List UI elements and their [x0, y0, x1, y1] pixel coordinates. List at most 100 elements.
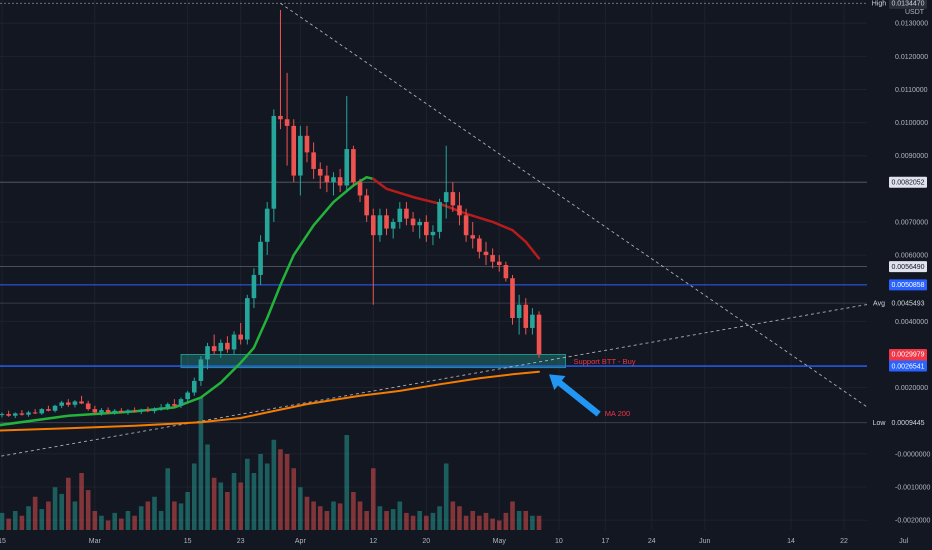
candle-body: [158, 407, 164, 409]
candle-body: [530, 314, 535, 328]
volume-bar: [317, 506, 323, 530]
candle-body: [344, 149, 350, 186]
volume-bar: [450, 501, 456, 530]
time-tick-label: 15: [184, 538, 192, 545]
annotations: MA 200: [548, 374, 630, 418]
time-tick-label: 14: [787, 538, 795, 545]
tag-badge: [870, 297, 889, 309]
volume-bar: [291, 468, 297, 530]
tag-badge-text: Avg: [873, 300, 885, 307]
candle-body: [165, 404, 171, 408]
time-tick-label: Jul: [899, 538, 908, 545]
price-badge-text: 0.0009445: [891, 420, 924, 427]
volume-bar: [430, 512, 436, 530]
candle-body: [198, 359, 204, 381]
volume-bar: [284, 454, 290, 530]
volume-bar: [370, 468, 376, 530]
volume-bar: [79, 473, 84, 530]
candle-body: [112, 410, 118, 413]
price-badge: [889, 176, 927, 188]
volume-bars: [0, 397, 542, 530]
volume-bar: [351, 492, 356, 530]
volume-bar: [198, 397, 204, 530]
candle-body: [397, 208, 403, 222]
volume-bar: [337, 503, 343, 530]
support-zone: Support BTT - Buy: [0, 354, 867, 369]
candle-body: [99, 410, 104, 413]
volume-bar: [46, 501, 51, 530]
price-badges: 0.0134470 High 0.0082052 0.0056490 0.0050858…: [870, 0, 927, 429]
time-tick-label: Apr: [295, 538, 307, 545]
volume-bar: [251, 473, 257, 530]
price-axis[interactable]: 0.0130000 0.0120000 0.0110000 0.0100000 0.00…: [895, 9, 931, 525]
candle-body: [46, 409, 51, 411]
candle-body: [410, 218, 416, 226]
candle-body: [457, 205, 462, 216]
volume-bar: [218, 482, 224, 530]
candle-body: [377, 215, 383, 236]
volume-bar: [158, 511, 164, 530]
tag-badge: [870, 0, 889, 9]
candle-body: [304, 135, 310, 153]
volume-bar: [85, 490, 91, 530]
candle-body: [185, 392, 190, 400]
price-badge-text: 0.0134470: [891, 1, 924, 8]
candle-body: [225, 342, 230, 350]
price-tick-label: 0.0090000: [895, 153, 928, 160]
volume-bar: [470, 511, 476, 530]
candle-body: [66, 402, 71, 405]
price-tick-label: -0.0000000: [895, 451, 931, 458]
candle-body: [152, 408, 157, 412]
volume-bar: [26, 506, 31, 530]
volume-bar: [152, 496, 157, 530]
volume-bar: [390, 509, 396, 530]
volume-bar: [364, 511, 369, 530]
volume-bar: [278, 449, 283, 530]
arrow-shape: [548, 374, 601, 417]
volume-bar: [331, 501, 336, 530]
candle-body: [516, 304, 522, 318]
candle-body: [324, 175, 330, 183]
price-axis-panel: [867, 0, 932, 550]
volume-bar: [258, 454, 263, 530]
candlesticks: [0, 9, 542, 419]
volume-bar: [417, 511, 422, 530]
time-tick-label: 23: [237, 538, 245, 545]
volume-bar: [523, 511, 529, 530]
volume-bar: [105, 520, 111, 530]
tag-badge: [870, 417, 889, 429]
candle-body: [85, 403, 91, 410]
volume-bar: [298, 487, 303, 530]
price-badge: [889, 360, 927, 372]
volume-bar: [178, 503, 184, 530]
tag-badge-text: Low: [873, 420, 887, 427]
candle-body: [6, 414, 11, 416]
price-tick-label: 0.0070000: [895, 219, 928, 226]
price-badge: [889, 297, 927, 309]
candle-body: [231, 334, 237, 350]
candle-body: [205, 346, 210, 360]
time-axis[interactable]: 15Mar1523Apr1220May101724Jun1422Jul1220: [0, 538, 932, 545]
horizontal-levels: [0, 2, 867, 424]
candle-body: [264, 208, 270, 242]
volume-bar: [510, 501, 515, 530]
price-badge-text: 0.0045493: [891, 300, 924, 307]
time-tick-label: 20: [422, 538, 430, 545]
volume-bar: [211, 477, 217, 530]
candle-body: [258, 241, 263, 275]
volume-bar: [59, 493, 64, 530]
candle-body: [238, 334, 243, 340]
price-tick-label: 0.0100000: [895, 120, 928, 127]
price-tick-label: 0.0110000: [895, 87, 928, 94]
candle-body: [39, 409, 45, 414]
volume-bar: [225, 492, 230, 530]
price-tick-label: 0.0120000: [895, 54, 928, 61]
candle-body: [503, 265, 509, 279]
time-tick-label: Jun: [699, 538, 710, 545]
candle-body: [52, 405, 58, 411]
price-tick-label: -0.0020000: [895, 518, 931, 525]
candle-body: [463, 215, 469, 236]
time-tick-label: 10: [555, 538, 563, 545]
